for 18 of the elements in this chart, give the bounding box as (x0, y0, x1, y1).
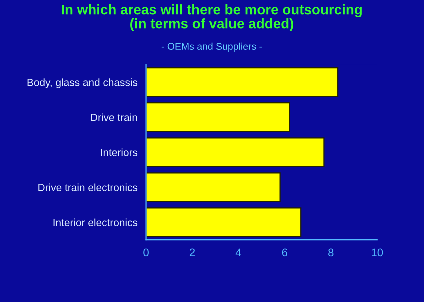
bar (146, 102, 290, 132)
y-tick-label: Drive train electronics (38, 184, 138, 192)
chart-subtitle: - OEMs and Suppliers - (162, 42, 262, 52)
x-tick-label: 8 (328, 248, 334, 257)
bar (146, 208, 302, 238)
bar (146, 172, 281, 202)
y-tick-label: Interiors (101, 148, 138, 156)
x-tick-label: 0 (144, 248, 149, 257)
x-tick-label: 2 (190, 248, 196, 256)
x-tick-label: 10 (372, 248, 384, 257)
y-tick-label: Drive train (91, 114, 138, 122)
bar (146, 138, 325, 168)
x-tick-label: 4 (236, 248, 242, 256)
bar (146, 68, 339, 98)
chart-title: In which areas will there be more outsourcing (in terms of value added) (62, 4, 362, 32)
x-tick-label: 6 (282, 248, 288, 257)
y-tick-label: Body, glass and chassis (28, 78, 138, 88)
y-tick-label: Interior electronics (54, 218, 138, 226)
